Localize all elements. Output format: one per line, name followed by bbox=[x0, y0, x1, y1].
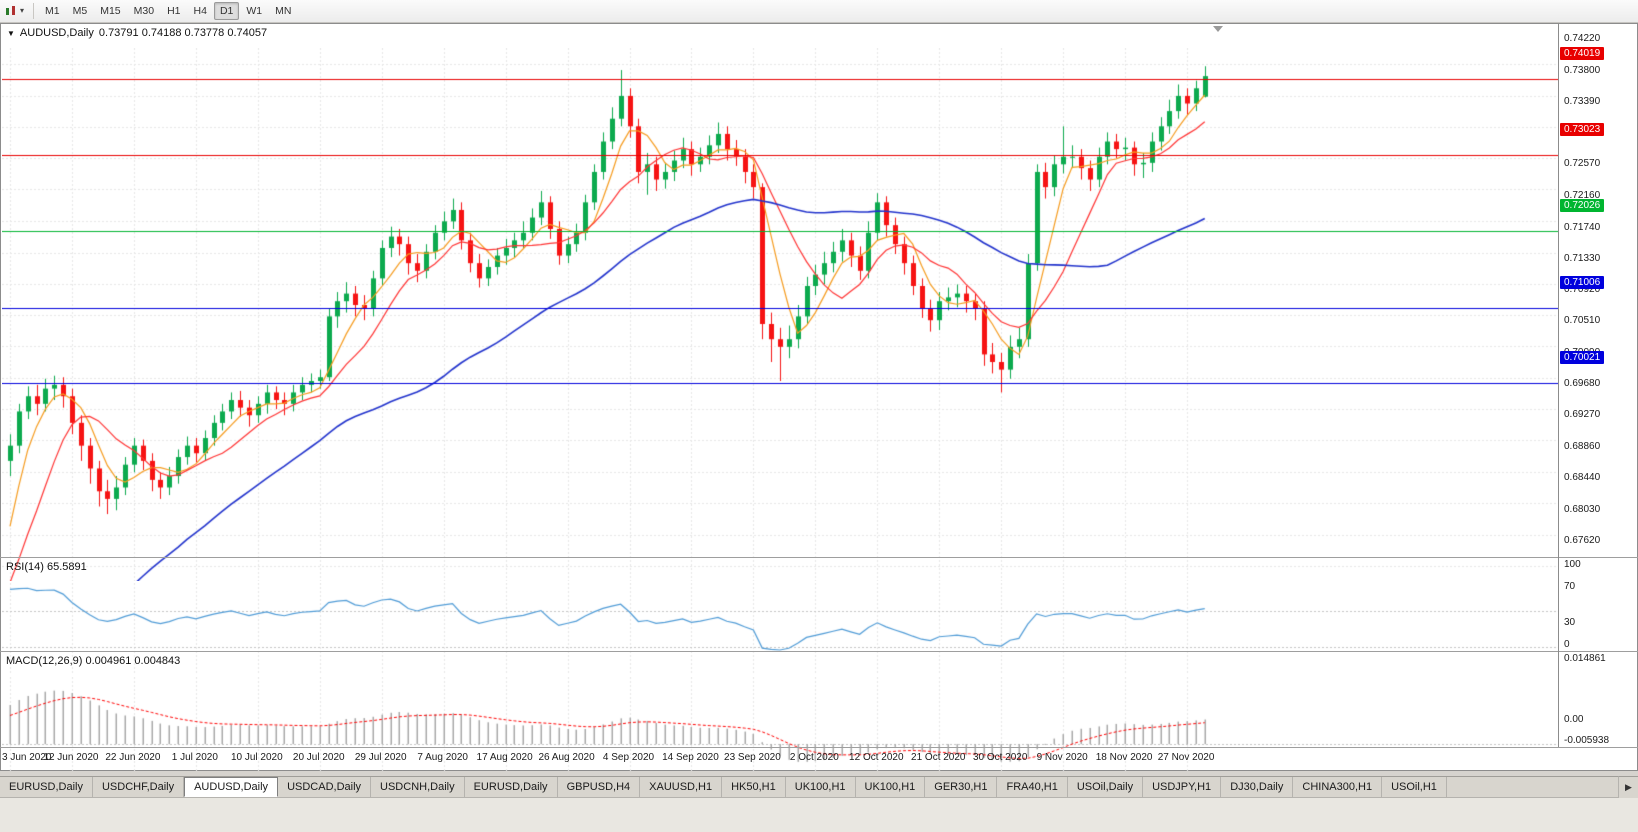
price-line-badge: 0.74019 bbox=[1560, 47, 1605, 61]
chart-shift-marker bbox=[1213, 26, 1223, 32]
price-tick-label: 0.73390 bbox=[1564, 96, 1601, 108]
price-tick-label: 0.74220 bbox=[1564, 32, 1601, 44]
status-strip bbox=[0, 798, 1638, 832]
panel-divider-rsi[interactable] bbox=[0, 557, 1638, 558]
right-arrow-icon: ▶ bbox=[1625, 782, 1632, 792]
date-label: 2 Oct 2020 bbox=[789, 752, 839, 763]
indicator-axis-label: 100 bbox=[1564, 559, 1581, 570]
date-label: 22 Jun 2020 bbox=[105, 752, 161, 763]
timeframe-button-h1[interactable]: H1 bbox=[167, 4, 181, 17]
symbol-tab-usdcad-daily[interactable]: USDCAD,Daily bbox=[278, 777, 372, 797]
symbol-tab-audusd-daily[interactable]: AUDUSD,Daily bbox=[184, 777, 279, 797]
date-label: 12 Jun 2020 bbox=[43, 752, 99, 763]
timeframe-toolbar: ▾ M1 M5 M15 M30 H1 H4 D1 W1 MN bbox=[0, 0, 1638, 23]
symbol-tab-uk100-h1[interactable]: UK100,H1 bbox=[856, 777, 926, 797]
price-tick-label: 0.72160 bbox=[1564, 189, 1601, 201]
indicator-axis-label: -0.005938 bbox=[1564, 735, 1610, 746]
timeframe-buttons: M1 M5 M15 M30 H1 H4 D1 W1 MN bbox=[39, 1, 297, 21]
chart-window bbox=[0, 23, 1638, 771]
rsi-indicator-canvas[interactable] bbox=[2, 583, 1559, 675]
symbol-tab-usoil-h1[interactable]: USOil,H1 bbox=[1382, 777, 1447, 797]
chart-menu-icon[interactable]: ▼ bbox=[7, 28, 15, 38]
date-label: 26 Aug 2020 bbox=[538, 752, 595, 763]
symbol-tab-eurusd-daily[interactable]: EURUSD,Daily bbox=[465, 777, 558, 797]
date-label: 29 Jul 2020 bbox=[354, 752, 407, 763]
timeframe-button-m30[interactable]: M30 bbox=[133, 4, 155, 17]
timeframe-button-m15[interactable]: M15 bbox=[100, 4, 121, 17]
price-tick-label: 0.68030 bbox=[1564, 503, 1601, 515]
date-label: 21 Oct 2020 bbox=[911, 752, 966, 763]
chart-type-button[interactable]: ▾ bbox=[4, 5, 24, 18]
date-label: 9 Nov 2020 bbox=[1036, 752, 1088, 763]
symbol-tab-eurusd-daily[interactable]: EURUSD,Daily bbox=[0, 777, 93, 797]
symbol-tab-usdchf-daily[interactable]: USDCHF,Daily bbox=[93, 777, 185, 797]
ohlc-values: 0.73791 0.74188 0.73778 0.74057 bbox=[98, 27, 268, 39]
date-label: 17 Aug 2020 bbox=[476, 752, 533, 763]
main-chart-canvas[interactable] bbox=[2, 48, 1559, 581]
symbol-tab-fra40-h1[interactable]: FRA40,H1 bbox=[997, 777, 1068, 797]
date-label: 18 Nov 2020 bbox=[1095, 752, 1153, 763]
symbol-tab-xauusd-h1[interactable]: XAUUSD,H1 bbox=[640, 777, 723, 797]
symbol-tab-china300-h1[interactable]: CHINA300,H1 bbox=[1293, 777, 1383, 797]
indicator-axis-label: 0.014861 bbox=[1564, 653, 1606, 664]
date-label: 7 Aug 2020 bbox=[417, 752, 468, 763]
price-line-badge: 0.71006 bbox=[1560, 276, 1605, 290]
timeframe-button-mn[interactable]: MN bbox=[275, 4, 292, 17]
date-label: 1 Jul 2020 bbox=[171, 752, 218, 763]
date-label: 27 Nov 2020 bbox=[1157, 752, 1215, 763]
date-label: 30 Oct 2020 bbox=[972, 752, 1028, 763]
tab-scroll-right-button[interactable]: ▶ bbox=[1618, 776, 1638, 798]
toolbar-separator bbox=[33, 3, 35, 19]
price-tick-label: 0.69680 bbox=[1564, 378, 1601, 390]
symbol-tab-dj30-daily[interactable]: DJ30,Daily bbox=[1221, 777, 1294, 797]
timeframe-button-m1[interactable]: M1 bbox=[45, 4, 60, 17]
date-label: 4 Sep 2020 bbox=[602, 752, 655, 763]
price-line-badge: 0.72026 bbox=[1560, 198, 1605, 212]
indicator-axis-label: 70 bbox=[1564, 580, 1576, 592]
indicator-axis-label: 0.00 bbox=[1564, 714, 1584, 726]
panel-divider-dates bbox=[0, 747, 1638, 748]
price-line-badge: 0.70021 bbox=[1560, 351, 1605, 365]
candlestick-chart-icon bbox=[4, 5, 18, 18]
price-tick-label: 0.69270 bbox=[1564, 409, 1601, 421]
macd-indicator-canvas[interactable] bbox=[2, 677, 1559, 771]
symbol-tab-uk100-h1[interactable]: UK100,H1 bbox=[786, 777, 856, 797]
rsi-header: RSI(14) 65.5891 bbox=[6, 561, 87, 573]
price-tick-label: 0.73800 bbox=[1564, 64, 1601, 76]
symbol-tab-usoil-daily[interactable]: USOil,Daily bbox=[1068, 777, 1144, 797]
price-tick-label: 0.68860 bbox=[1564, 440, 1601, 452]
chart-title: ▼ AUDUSD,Daily 0.73791 0.74188 0.73778 0… bbox=[7, 27, 267, 39]
timeframe-button-m5[interactable]: M5 bbox=[72, 4, 88, 17]
indicator-axis-label: 30 bbox=[1564, 617, 1576, 629]
date-label: 14 Sep 2020 bbox=[662, 752, 719, 763]
symbol-tab-gbpusd-h4[interactable]: GBPUSD,H4 bbox=[558, 777, 641, 797]
price-tick-label: 0.71740 bbox=[1564, 221, 1601, 233]
symbol-tab-hk50-h1[interactable]: HK50,H1 bbox=[722, 777, 786, 797]
timeframe-button-h4[interactable]: H4 bbox=[193, 4, 207, 17]
price-tick-label: 0.70920 bbox=[1564, 283, 1601, 295]
symbol-tab-ger30-h1[interactable]: GER30,H1 bbox=[925, 777, 998, 797]
symbol-period-label: AUDUSD,Daily bbox=[19, 27, 94, 39]
panel-divider-macd[interactable] bbox=[0, 651, 1638, 652]
price-line-badge: 0.73023 bbox=[1560, 122, 1605, 136]
price-tick-label: 0.72570 bbox=[1564, 158, 1601, 170]
date-label: 12 Oct 2020 bbox=[849, 752, 904, 763]
timeframe-button-d1[interactable]: D1 bbox=[213, 1, 240, 21]
date-label: 20 Jul 2020 bbox=[292, 752, 345, 763]
date-label: 23 Sep 2020 bbox=[724, 752, 781, 763]
price-axis-separator bbox=[1558, 24, 1559, 747]
macd-header: MACD(12,26,9) 0.004961 0.004843 bbox=[6, 655, 181, 667]
timeframe-button-w1[interactable]: W1 bbox=[246, 4, 263, 17]
date-label: 10 Jul 2020 bbox=[230, 752, 283, 763]
price-tick-label: 0.71330 bbox=[1564, 252, 1601, 264]
symbol-tab-usdjpy-h1[interactable]: USDJPY,H1 bbox=[1143, 777, 1222, 797]
price-tick-label: 0.68440 bbox=[1564, 472, 1601, 484]
price-tick-label: 0.67620 bbox=[1564, 534, 1601, 546]
symbol-tabs: EURUSD,Daily USDCHF,Daily AUDUSD,Daily USDC… bbox=[0, 776, 1638, 798]
indicator-axis-label: 0 bbox=[1564, 639, 1570, 650]
symbol-tab-usdcnh-daily[interactable]: USDCNH,Daily bbox=[371, 777, 465, 797]
chevron-down-icon[interactable]: ▾ bbox=[20, 6, 25, 15]
date-label: 3 Jun 2020 bbox=[2, 752, 52, 763]
price-tick-label: 0.70510 bbox=[1564, 315, 1601, 327]
